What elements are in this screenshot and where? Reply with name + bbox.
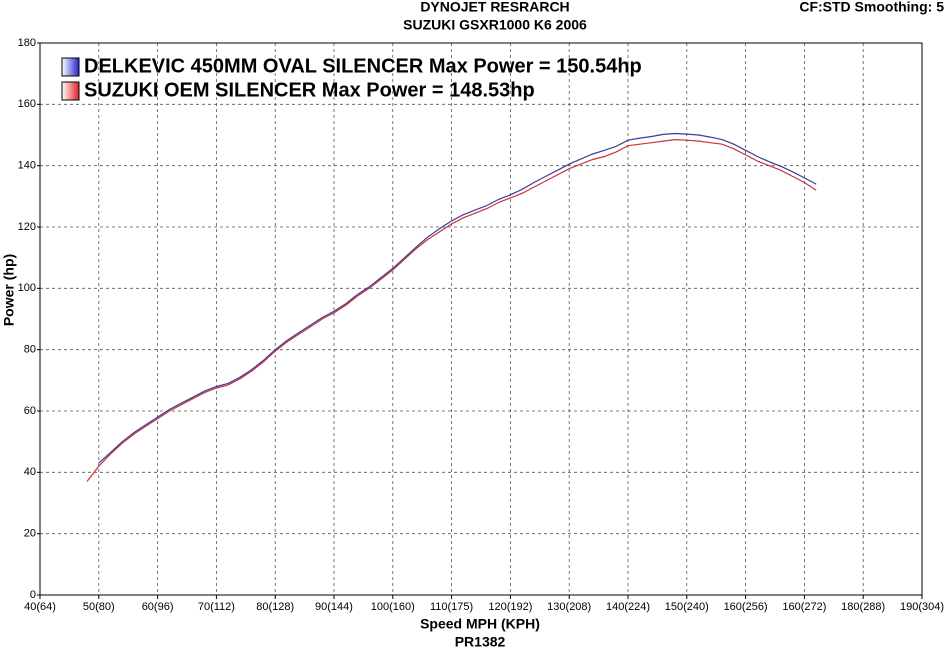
legend-swatch	[61, 57, 80, 77]
x-tick-label: 130(208)	[547, 601, 591, 613]
x-axis-label: Speed MPH (KPH)	[420, 616, 540, 632]
x-tick-label: 160(272)	[782, 601, 826, 613]
x-tick-label: 160(256)	[724, 601, 768, 613]
chart-title: DYNOJET RESRARCH	[420, 0, 569, 15]
x-tick-label: 60(96)	[142, 601, 174, 613]
x-tick-label: 190(304)	[900, 601, 944, 613]
series-line	[98, 132, 817, 464]
plot-frame	[39, 42, 923, 596]
y-tick-label: 80	[24, 344, 36, 356]
x-tick-label: 100(160)	[371, 601, 415, 613]
x-tick-label: 150(240)	[665, 601, 709, 613]
run-id: PR1382	[455, 634, 506, 649]
y-tick-label: 160	[18, 98, 36, 110]
x-tick-label: 40(64)	[24, 601, 56, 613]
legend: DELKEVIC 450MM OVAL SILENCER Max Power =…	[61, 55, 642, 101]
y-tick-label: 120	[18, 221, 36, 233]
legend-swatch	[61, 81, 80, 101]
x-tick-label: 70(112)	[198, 601, 235, 613]
x-tick-label: 140(224)	[606, 601, 650, 613]
y-tick-label: 180	[18, 37, 36, 49]
y-tick-label: 140	[18, 160, 36, 172]
series-line	[86, 138, 817, 482]
legend-label: SUZUKI OEM SILENCER Max Power = 148.53hp	[84, 79, 535, 101]
y-axis-label: Power (hp)	[1, 254, 17, 326]
x-tick-label: 80(128)	[256, 601, 294, 613]
grid	[39, 42, 923, 596]
x-tick-label: 50(80)	[83, 601, 115, 613]
x-tick-label: 120(192)	[488, 601, 532, 613]
y-tick-label: 0	[30, 589, 36, 601]
x-tick-label: 110(175)	[430, 601, 473, 613]
y-tick-label: 40	[24, 466, 36, 478]
x-tick-label: 180(288)	[841, 601, 885, 613]
y-tick-label: 20	[24, 528, 36, 540]
y-tick-label: 100	[18, 282, 36, 294]
legend-label: DELKEVIC 450MM OVAL SILENCER Max Power =…	[84, 55, 642, 77]
chart-subtitle: SUZUKI GSXR1000 K6 2006	[403, 17, 587, 33]
y-tick-label: 60	[24, 405, 36, 417]
x-tick-label: 90(144)	[315, 601, 353, 613]
settings-note: CF:STD Smoothing: 5	[799, 0, 944, 15]
